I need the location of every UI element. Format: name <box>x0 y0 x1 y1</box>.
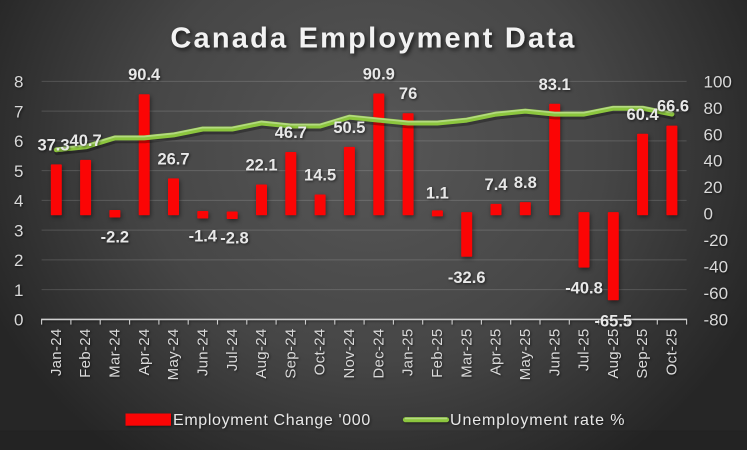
svg-text:Jun-24: Jun-24 <box>194 329 211 377</box>
svg-text:-32.6: -32.6 <box>448 269 486 287</box>
svg-text:Jun-25: Jun-25 <box>546 329 563 377</box>
svg-text:6: 6 <box>14 132 23 151</box>
svg-text:7: 7 <box>14 102 23 121</box>
svg-text:Feb-25: Feb-25 <box>429 329 446 378</box>
svg-text:7.4: 7.4 <box>485 176 509 194</box>
svg-text:-2.8: -2.8 <box>220 229 248 247</box>
svg-text:40: 40 <box>704 152 723 171</box>
svg-text:-80: -80 <box>704 310 729 329</box>
svg-text:4: 4 <box>14 192 23 211</box>
svg-text:Apr-24: Apr-24 <box>136 329 153 376</box>
svg-text:83.1: 83.1 <box>539 76 571 94</box>
svg-text:1.1: 1.1 <box>426 184 449 202</box>
svg-text:Canada Employment Data: Canada Employment Data <box>170 23 576 55</box>
svg-text:Unemployment rate %: Unemployment rate % <box>450 412 625 429</box>
svg-text:Oct-24: Oct-24 <box>312 329 329 376</box>
svg-text:-40: -40 <box>704 258 729 277</box>
svg-text:Sep-24: Sep-24 <box>282 329 299 379</box>
svg-text:8: 8 <box>14 73 23 92</box>
svg-text:3: 3 <box>14 221 23 240</box>
svg-text:5: 5 <box>14 162 23 181</box>
svg-text:-65.5: -65.5 <box>594 312 632 330</box>
svg-text:Mar-24: Mar-24 <box>107 329 124 378</box>
svg-text:0: 0 <box>14 311 23 330</box>
svg-text:46.7: 46.7 <box>275 124 307 142</box>
svg-text:14.5: 14.5 <box>304 167 336 185</box>
svg-text:Aug-24: Aug-24 <box>253 329 270 379</box>
svg-text:8.8: 8.8 <box>514 174 537 192</box>
svg-text:1: 1 <box>14 281 23 300</box>
svg-text:Apr-25: Apr-25 <box>488 329 505 376</box>
svg-text:37.3: 37.3 <box>37 136 69 154</box>
svg-text:-1.4: -1.4 <box>189 228 218 246</box>
svg-text:26.7: 26.7 <box>157 150 189 168</box>
svg-text:Nov-24: Nov-24 <box>341 329 358 379</box>
svg-text:Employment Change '000: Employment Change '000 <box>173 412 371 429</box>
svg-text:66.6: 66.6 <box>657 98 689 116</box>
svg-text:80: 80 <box>704 99 723 118</box>
svg-text:-60: -60 <box>704 284 729 303</box>
svg-text:60: 60 <box>704 125 723 144</box>
svg-text:May-25: May-25 <box>517 329 534 381</box>
svg-text:Dec-24: Dec-24 <box>370 329 387 379</box>
svg-text:Oct-25: Oct-25 <box>664 329 681 376</box>
svg-text:90.9: 90.9 <box>363 66 395 84</box>
svg-text:0: 0 <box>704 205 713 224</box>
svg-text:76: 76 <box>399 85 417 103</box>
svg-text:-20: -20 <box>704 231 729 250</box>
svg-text:Aug-25: Aug-25 <box>605 329 622 379</box>
svg-text:2: 2 <box>14 251 23 270</box>
svg-text:May-24: May-24 <box>165 329 182 381</box>
svg-text:60.4: 60.4 <box>627 106 660 124</box>
svg-text:-40.8: -40.8 <box>565 280 603 298</box>
svg-text:90.4: 90.4 <box>128 66 161 84</box>
svg-text:Jan-25: Jan-25 <box>400 329 417 377</box>
svg-text:Sep-25: Sep-25 <box>634 329 651 379</box>
svg-text:Feb-24: Feb-24 <box>77 329 94 378</box>
svg-text:Mar-25: Mar-25 <box>458 329 475 378</box>
svg-text:Jan-24: Jan-24 <box>48 329 65 377</box>
svg-text:Jul-24: Jul-24 <box>224 329 241 372</box>
svg-text:100: 100 <box>704 72 732 91</box>
svg-text:40.7: 40.7 <box>70 132 102 150</box>
svg-text:Jul-25: Jul-25 <box>576 329 593 372</box>
svg-text:20: 20 <box>704 178 723 197</box>
svg-text:50.5: 50.5 <box>333 119 365 137</box>
svg-text:-2.2: -2.2 <box>101 229 129 247</box>
svg-text:22.1: 22.1 <box>245 157 277 175</box>
